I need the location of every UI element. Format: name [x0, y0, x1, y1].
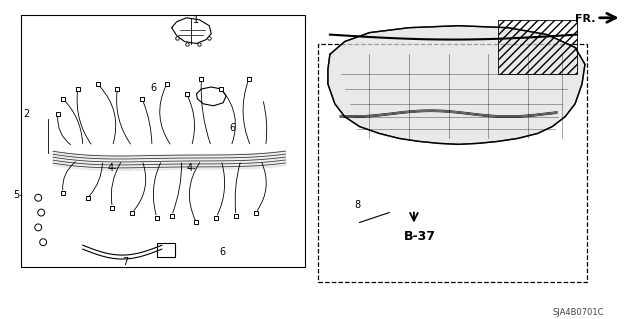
Circle shape — [353, 220, 360, 228]
Text: 6: 6 — [219, 247, 225, 257]
Text: 5-: 5- — [13, 190, 23, 200]
Text: 4-: 4- — [108, 163, 117, 173]
Text: 7: 7 — [122, 257, 129, 267]
Polygon shape — [328, 26, 585, 145]
Text: SJA4B0701C: SJA4B0701C — [552, 308, 604, 317]
Text: 8: 8 — [355, 200, 361, 210]
Circle shape — [40, 239, 47, 246]
Text: FR.: FR. — [575, 14, 596, 24]
Text: 1: 1 — [193, 15, 200, 25]
Text: 6: 6 — [229, 123, 235, 133]
Circle shape — [35, 224, 42, 231]
Circle shape — [35, 194, 42, 201]
FancyBboxPatch shape — [318, 44, 587, 282]
Text: 2: 2 — [24, 109, 29, 119]
Circle shape — [388, 207, 396, 215]
Text: 6: 6 — [150, 83, 156, 93]
Text: B-37: B-37 — [404, 230, 436, 243]
Circle shape — [38, 209, 45, 216]
FancyBboxPatch shape — [157, 243, 175, 257]
Text: 4-: 4- — [186, 163, 196, 173]
